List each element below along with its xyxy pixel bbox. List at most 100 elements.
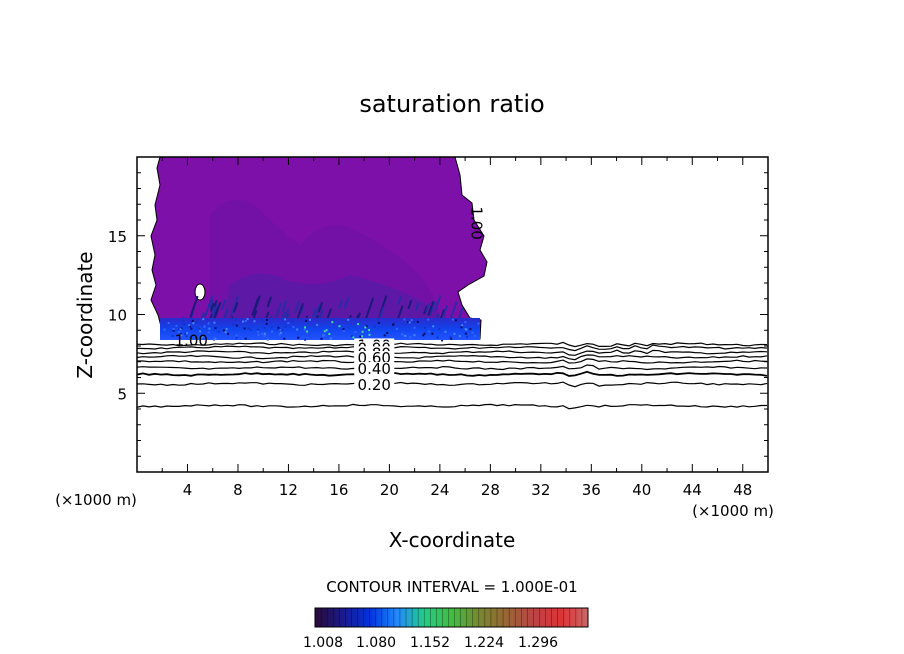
- cloud-speckle: [432, 325, 435, 328]
- cloud-speckle: [320, 337, 323, 340]
- contour-line: [137, 358, 768, 364]
- cloud-speckle: [172, 328, 175, 330]
- cloud-speckle: [450, 337, 453, 340]
- cloud-speckle: [352, 336, 355, 339]
- cloud-speckle: [361, 335, 364, 338]
- x-tick-label: 16: [329, 481, 348, 499]
- y-tick-label: 10: [108, 307, 127, 325]
- x-tick-label: 8: [233, 481, 243, 499]
- colorbar-tick-label: 1.152: [410, 635, 450, 651]
- cloud-speckle: [461, 324, 464, 327]
- cloud-speckle: [342, 328, 345, 331]
- cloud-speckle: [283, 337, 286, 340]
- cloud-speckle: [263, 327, 266, 330]
- cloud-speckle: [296, 328, 299, 331]
- colorbar-tick-label: 1.008: [303, 635, 343, 651]
- cloud-speckle: [359, 335, 362, 338]
- cloud-speckle: [444, 330, 447, 333]
- colorbar-tick-label: 1.296: [518, 635, 558, 651]
- chart-title: saturation ratio: [359, 90, 544, 118]
- cloud-speckle: [263, 334, 266, 337]
- cloud-speckle: [177, 331, 180, 333]
- cloud-speckle: [172, 329, 175, 332]
- cloud-speckle: [287, 322, 290, 325]
- cloud-speckle: [416, 320, 419, 323]
- cloud-speckle: [207, 331, 210, 334]
- cloud-speckle: [466, 336, 469, 339]
- x-tick-label: 24: [430, 481, 449, 499]
- cloud-streak: [317, 302, 323, 313]
- cloud-speckle: [297, 336, 300, 339]
- cloud-speckle: [175, 324, 178, 327]
- cloud-streak: [230, 296, 239, 317]
- cloud-speckle: [249, 329, 252, 331]
- cloud-speckle: [232, 323, 235, 326]
- cloud-speckle: [186, 332, 189, 335]
- cloud-streak: [294, 300, 300, 314]
- contour-label-bg: [354, 362, 395, 377]
- cloud-speckle: [227, 332, 230, 335]
- cloud-base-band: [160, 318, 480, 340]
- cloud-speckle: [247, 327, 250, 330]
- cloud-speckle: [354, 331, 357, 333]
- cloud-speckle: [322, 334, 324, 336]
- cloud-speckle: [431, 332, 434, 335]
- cloud-speckle: [279, 331, 282, 334]
- cloud-speckle: [181, 320, 184, 323]
- cloud-speckle: [244, 337, 247, 340]
- cloud-speckle: [177, 328, 180, 331]
- x-tick-label: 4: [183, 481, 193, 499]
- cloud-speckle: [184, 332, 187, 335]
- cloud-speckle: [207, 322, 210, 325]
- x-tick-label: 20: [380, 481, 399, 499]
- cloud-speckle: [222, 329, 225, 332]
- cloud-speckle: [225, 328, 228, 331]
- cloud-speckle: [303, 328, 306, 331]
- y-axis-ticks: 5 10 15: [108, 172, 768, 457]
- cloud-streak: [425, 303, 430, 312]
- cloud-speckle: [403, 334, 406, 337]
- cloud-speckle: [198, 327, 201, 330]
- cloud-speckle: [329, 337, 332, 340]
- cloud-streak: [210, 306, 216, 315]
- cloud-streak: [281, 300, 288, 312]
- cloud-speckle: [383, 334, 386, 337]
- cloud-inner-shade-2: [220, 273, 445, 325]
- contour-label-bg: [354, 377, 395, 392]
- x-tick-label: 36: [582, 481, 601, 499]
- cloud-speckle: [265, 322, 268, 325]
- cloud-speckle: [458, 335, 461, 337]
- cloud-streak: [427, 301, 434, 316]
- cloud-speckle: [271, 330, 273, 333]
- cloud-streak: [365, 297, 374, 320]
- colorbar: [314, 607, 589, 628]
- colorbar-tick-label: 1.224: [464, 635, 504, 651]
- cloud-streak: [300, 305, 305, 314]
- cloud-speckle: [292, 326, 295, 329]
- cloud-speckle: [395, 327, 398, 330]
- x-tick-label: 44: [683, 481, 702, 499]
- cloud-speckle: [338, 325, 341, 328]
- cloud-speckle: [265, 319, 268, 321]
- cloud-speckle: [323, 330, 326, 333]
- cloud-streak: [311, 308, 317, 318]
- cloud-speckle: [188, 324, 191, 327]
- y-axis-label: Z-coordinate: [73, 251, 97, 378]
- colorbar-ticks: 1.008 1.080 1.152 1.224 1.296: [303, 608, 589, 651]
- contour-line: [137, 364, 768, 371]
- cloud-speckle: [291, 320, 294, 323]
- x-axis-label: X-coordinate: [389, 528, 516, 552]
- cloud-speckle: [243, 327, 246, 330]
- cloud-streak: [313, 304, 321, 321]
- cloud-speckle: [412, 321, 415, 324]
- cloud-speckle: [235, 334, 238, 337]
- cloud-streak: [204, 295, 214, 318]
- cloud-streak: [434, 295, 442, 312]
- cloud-speckle: [235, 336, 238, 339]
- cloud-streak: [209, 299, 214, 309]
- cloud-speckle: [284, 325, 287, 328]
- cloud-speckle: [201, 336, 204, 339]
- cloud-speckle: [305, 319, 308, 322]
- cloud-speckle: [281, 329, 284, 332]
